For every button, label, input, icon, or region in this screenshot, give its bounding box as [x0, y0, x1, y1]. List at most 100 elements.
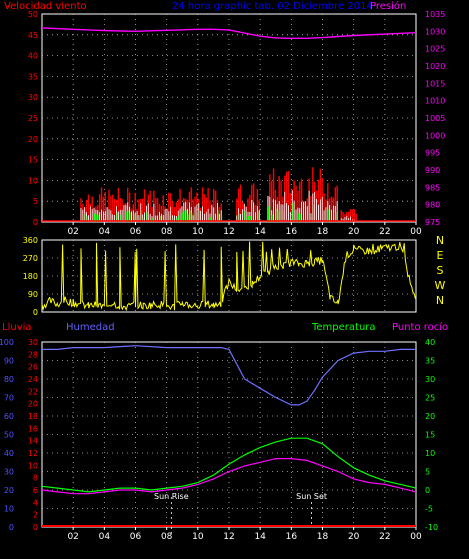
wind-axis-tick-label: 40 — [28, 52, 38, 61]
pressure-axis-tick-label: 1015 — [425, 79, 445, 88]
plot-frame — [41, 341, 417, 528]
rain-axis-tick-label: 6 — [33, 486, 38, 495]
temperature-axis-tick-label: 35 — [425, 357, 435, 366]
compass-label: S — [437, 264, 444, 277]
wind-axis-tick-label: 30 — [28, 93, 38, 102]
humidity-axis-tick-label: 40 — [4, 449, 14, 458]
humidity-axis-tick-label: 100 — [0, 338, 14, 347]
pressure-label: Presión — [370, 0, 406, 12]
temperature-axis-tick-label: 15 — [425, 431, 435, 440]
pressure-axis-tick-label: 985 — [425, 183, 440, 192]
compass-label: N — [436, 234, 444, 247]
wind-axis-tick-label: 20 — [28, 135, 38, 144]
x-tick-label: 20 — [348, 532, 360, 542]
x-tick-label: 18 — [317, 532, 329, 542]
x-tick-label: 00 — [410, 227, 422, 237]
x-tick-label: 02 — [67, 227, 78, 237]
x-tick-label: 00 — [410, 532, 422, 542]
plot-frame — [41, 13, 417, 223]
humidity-axis-tick-label: 10 — [4, 505, 14, 514]
humidity-axis-tick-label: 70 — [4, 394, 14, 403]
rain-axis-tick-label: 10 — [28, 461, 38, 470]
rain-axis-tick-label: 28 — [28, 350, 38, 359]
direction-axis-tick-label: 180 — [23, 272, 38, 281]
wind-axis-tick-label: 0 — [33, 218, 38, 227]
x-tick-label: 18 — [317, 227, 329, 237]
temperature-axis-tick-label: 5 — [425, 468, 430, 477]
pressure-axis-tick-label: 990 — [425, 166, 440, 175]
x-tick-label: 10 — [192, 227, 204, 237]
temperature-axis-tick-label: 20 — [425, 412, 435, 421]
x-tick-label: 16 — [286, 532, 298, 542]
wind-speed-label: Velocidad viento — [4, 1, 87, 12]
pressure-axis-tick-label: 1020 — [425, 62, 445, 71]
temperature-axis-tick-label: -5 — [425, 505, 433, 514]
pressure-axis-tick-label: 1005 — [425, 114, 445, 123]
wind-axis-tick-label: 15 — [28, 156, 38, 165]
wind-axis-tick-label: 5 — [33, 197, 38, 206]
dewpoint-line — [41, 458, 417, 495]
wind-axis-tick-label: 35 — [28, 72, 38, 81]
humidity-axis-tick-label: 20 — [4, 486, 14, 495]
chart-title: 24 hora graphic tab. 02 Diciembre 2014 — [172, 1, 373, 12]
wind-direction-line — [41, 241, 416, 312]
rain-axis-tick-label: 22 — [28, 387, 38, 396]
wind-axis-tick-label: 50 — [28, 10, 38, 19]
x-tick-label: 10 — [192, 532, 204, 542]
compass-label: N — [436, 294, 444, 307]
pressure-axis-tick-label: 1025 — [425, 45, 445, 54]
rain-axis-tick-label: 12 — [28, 449, 38, 458]
x-tick-label: 08 — [161, 227, 173, 237]
direction-axis-tick-label: 360 — [23, 236, 38, 245]
wind-axis-tick-label: 45 — [28, 31, 38, 40]
pressure-axis-tick-label: 995 — [425, 149, 440, 158]
temperature-axis-tick-label: -10 — [425, 523, 438, 532]
wind-axis-tick-label: 10 — [28, 176, 38, 185]
rain-axis-tick-label: 2 — [33, 511, 38, 520]
temperature-axis-tick-label: 25 — [425, 394, 435, 403]
dewpoint-label: Punto rocío — [392, 321, 448, 333]
rain-label: Lluvia — [2, 322, 32, 333]
pressure-axis-tick-label: 975 — [425, 218, 440, 227]
direction-axis-tick-label: 0 — [33, 308, 38, 317]
rain-axis-tick-label: 4 — [33, 498, 38, 507]
pressure-axis-tick-label: 980 — [425, 201, 440, 210]
rain-axis-tick-label: 20 — [28, 400, 38, 409]
x-tick-label: 16 — [286, 227, 298, 237]
x-tick-label: 14 — [254, 532, 266, 542]
direction-axis-tick-label: 270 — [23, 254, 38, 263]
temperature-axis-tick-label: 0 — [425, 486, 430, 495]
humidity-axis-tick-label: 90 — [4, 357, 14, 366]
pressure-axis-tick-label: 1035 — [425, 10, 445, 19]
x-tick-label: 12 — [223, 227, 234, 237]
direction-axis-tick-label: 90 — [28, 290, 38, 299]
humidity-line — [42, 345, 416, 406]
humidity-axis-tick-label: 60 — [4, 412, 14, 421]
humidity-axis-tick-label: 80 — [4, 375, 14, 384]
x-tick-label: 06 — [130, 227, 142, 237]
compass-label: W — [435, 279, 446, 292]
x-tick-label: 22 — [379, 227, 390, 237]
pressure-axis-tick-label: 1030 — [425, 27, 445, 36]
pressure-axis-tick-label: 1010 — [425, 97, 445, 106]
rain-axis-tick-label: 30 — [28, 338, 38, 347]
x-tick-label: 12 — [223, 532, 234, 542]
rain-axis-tick-label: 24 — [28, 375, 38, 384]
temperature-line — [41, 437, 417, 493]
temperature-axis-tick-label: 10 — [425, 449, 435, 458]
temperature-axis-tick-label: 40 — [425, 338, 435, 347]
temperature-label: Temperatura — [311, 322, 376, 333]
pressure-axis-tick-label: 1000 — [425, 131, 445, 140]
x-tick-label: 06 — [130, 532, 142, 542]
humidity-axis-tick-label: 50 — [4, 431, 14, 440]
x-tick-label: 04 — [99, 227, 111, 237]
humidity-axis-tick-label: 0 — [9, 523, 14, 532]
rain-axis-tick-label: 26 — [28, 363, 38, 372]
x-tick-label: 08 — [161, 532, 173, 542]
x-tick-label: 04 — [99, 532, 111, 542]
humidity-axis-tick-label: 30 — [4, 468, 14, 477]
pressure-line — [41, 27, 417, 39]
rain-axis-tick-label: 18 — [28, 412, 38, 421]
